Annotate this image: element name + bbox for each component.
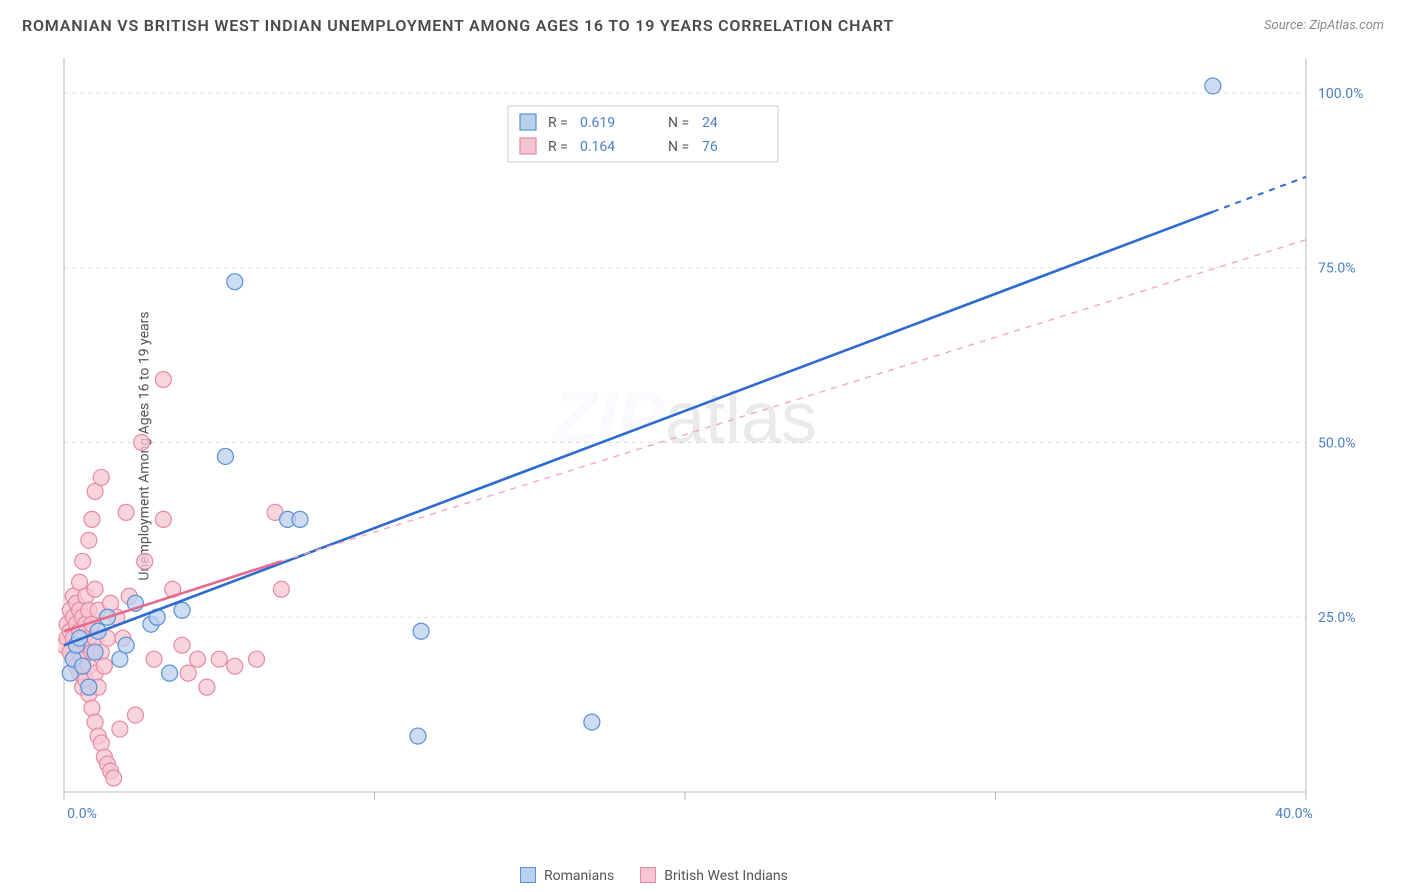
scatter-point: [134, 434, 150, 450]
scatter-point: [217, 448, 233, 464]
svg-text:75.0%: 75.0%: [1318, 261, 1356, 277]
legend-item-romanians: Romanians: [520, 867, 614, 884]
svg-text:50.0%: 50.0%: [1318, 435, 1356, 451]
scatter-point: [112, 721, 128, 737]
scatter-point: [174, 637, 190, 653]
scatter-point: [81, 679, 97, 695]
scatter-point: [155, 372, 171, 388]
scatter-point: [96, 658, 112, 674]
scatter-point: [84, 511, 100, 527]
svg-text:0.619: 0.619: [580, 115, 615, 131]
scatter-point: [81, 532, 97, 548]
scatter-point: [273, 581, 289, 597]
scatter-point: [180, 665, 196, 681]
scatter-point: [106, 770, 122, 786]
chart-plot-area: 25.0%50.0%75.0%100.0%0.0%40.0%ZIPatlasR …: [58, 52, 1378, 832]
scatter-point: [75, 553, 91, 569]
legend-item-bwi: British West Indians: [640, 867, 788, 884]
source-label: Source: ZipAtlas.com: [1264, 18, 1384, 33]
scatter-point: [292, 511, 308, 527]
svg-text:24: 24: [702, 115, 718, 131]
scatter-point: [227, 658, 243, 674]
scatter-point: [211, 651, 227, 667]
scatter-point: [87, 714, 103, 730]
svg-text:N =: N =: [668, 115, 689, 131]
scatter-point: [137, 553, 153, 569]
scatter-point: [199, 679, 215, 695]
legend-label: British West Indians: [664, 868, 788, 884]
legend-box: Romanians British West Indians: [520, 867, 788, 884]
scatter-point: [75, 658, 91, 674]
chart-svg: 25.0%50.0%75.0%100.0%0.0%40.0%ZIPatlasR …: [58, 52, 1378, 832]
scatter-point: [118, 637, 134, 653]
chart-title: ROMANIAN VS BRITISH WEST INDIAN UNEMPLOY…: [22, 16, 894, 35]
trend-line-dash: [1213, 177, 1306, 212]
scatter-point: [93, 735, 109, 751]
scatter-point: [155, 511, 171, 527]
svg-text:R =: R =: [548, 115, 568, 131]
scatter-point: [410, 728, 426, 744]
scatter-point: [174, 602, 190, 618]
svg-text:N =: N =: [668, 139, 689, 155]
scatter-point: [1205, 78, 1221, 94]
svg-text:76: 76: [702, 139, 718, 155]
scatter-point: [146, 651, 162, 667]
scatter-point: [93, 469, 109, 485]
scatter-point: [584, 714, 600, 730]
scatter-point: [227, 274, 243, 290]
scatter-point: [190, 651, 206, 667]
legend-swatch-blue: [520, 867, 536, 883]
scatter-point: [118, 504, 134, 520]
scatter-point: [84, 700, 100, 716]
svg-text:0.0%: 0.0%: [67, 806, 97, 822]
scatter-point: [413, 623, 429, 639]
svg-text:0.164: 0.164: [580, 139, 615, 155]
legend-swatch-pink: [640, 867, 656, 883]
scatter-point: [87, 581, 103, 597]
scatter-point: [249, 651, 265, 667]
svg-text:R =: R =: [548, 139, 568, 155]
scatter-point: [87, 644, 103, 660]
svg-text:100.0%: 100.0%: [1318, 86, 1363, 102]
scatter-point: [127, 707, 143, 723]
svg-text:40.0%: 40.0%: [1275, 806, 1313, 822]
svg-text:25.0%: 25.0%: [1318, 610, 1356, 626]
legend-label: Romanians: [544, 868, 614, 884]
scatter-point: [162, 665, 178, 681]
